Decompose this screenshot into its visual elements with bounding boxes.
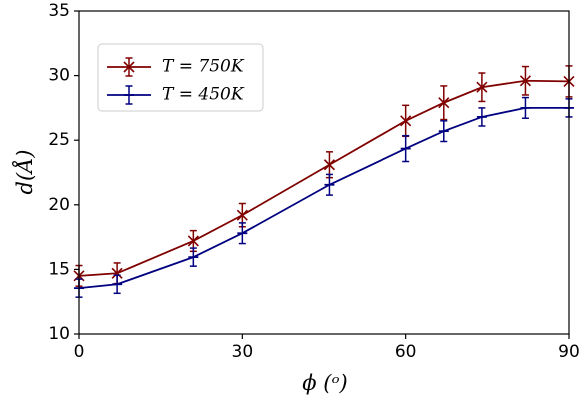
series-1-line xyxy=(78,107,569,290)
series-0-point xyxy=(438,97,450,109)
x-tick-label: 90 xyxy=(558,342,580,362)
series-0-point xyxy=(323,159,336,171)
x-axis-label: ϕ (ᵒ) xyxy=(302,371,347,395)
marker-stroke xyxy=(236,209,248,221)
y-tick-label: 35 xyxy=(48,1,70,21)
series-1 xyxy=(74,96,574,298)
y-axis-label: d(Å) xyxy=(12,150,37,195)
y-tick-label: 25 xyxy=(48,130,70,150)
y-tick-label: 15 xyxy=(48,259,70,279)
series-0-line xyxy=(78,79,570,277)
y-tick-label: 20 xyxy=(48,195,70,215)
legend-label-450k: T = 450K xyxy=(162,85,245,105)
marker-stroke xyxy=(438,97,450,109)
marker-stroke xyxy=(476,81,488,93)
axes: 0 30 60 90 10 15 20 25 30 35 xyxy=(48,1,579,362)
x-tick-label: 0 xyxy=(74,342,85,362)
series-0-point xyxy=(400,115,412,127)
legend-marker xyxy=(123,61,135,73)
series-0-point xyxy=(111,267,123,279)
x-tick-label: 60 xyxy=(395,342,417,362)
y-tick-label: 30 xyxy=(48,66,70,86)
marker-stroke xyxy=(187,235,199,247)
series-0-point xyxy=(187,235,199,247)
series-0-point xyxy=(476,81,488,93)
marker-stroke xyxy=(519,75,532,87)
marker-stroke xyxy=(323,159,336,171)
legend-label-750k: T = 750K xyxy=(162,57,245,77)
marker-stroke xyxy=(111,267,123,279)
axes-frame xyxy=(78,10,570,335)
legend-item-450k xyxy=(107,85,151,105)
x-tick-label: 30 xyxy=(232,342,254,362)
legend-item-750k xyxy=(107,57,151,77)
series-0-point xyxy=(236,209,248,221)
y-tick-label: 10 xyxy=(48,324,70,344)
marker-stroke xyxy=(400,115,412,127)
legend: T = 750K T = 450K xyxy=(97,43,264,112)
series-0-point xyxy=(519,75,532,87)
